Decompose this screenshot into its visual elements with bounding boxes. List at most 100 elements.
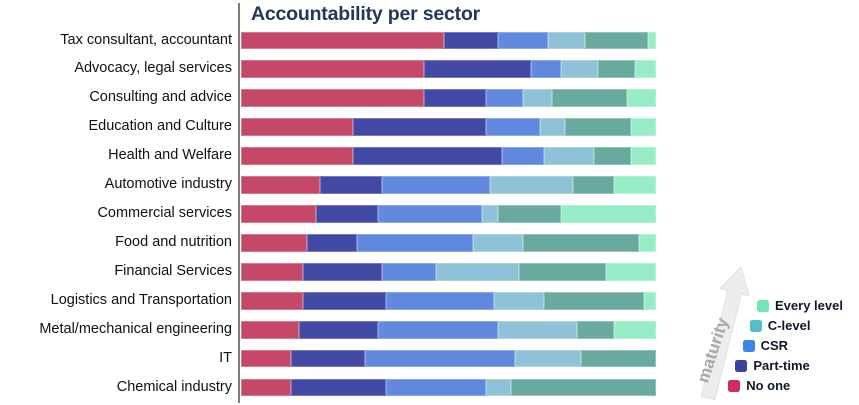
bar-segment-no-one (241, 263, 304, 281)
bar-segment-every-level-dark (593, 147, 632, 165)
bar-segments (241, 118, 656, 136)
y-axis-line (238, 3, 240, 403)
bar-segment-every-level-light (631, 147, 656, 165)
bar-segment-every-level-light (643, 292, 656, 310)
sector-label: Metal/mechanical engineering (39, 321, 232, 337)
sector-label: Food and nutrition (115, 234, 232, 251)
bar-segment-every-level-light (639, 234, 656, 252)
sector-label: Automotive industry (104, 176, 232, 193)
bar-segments (241, 205, 656, 223)
bar-row: Advocacy, legal services (0, 60, 859, 78)
bar-segments (241, 60, 656, 78)
bar-segments (241, 147, 656, 165)
bar-segment-c-level (523, 89, 553, 107)
bar-segment-every-level-dark (597, 60, 636, 78)
bar-segment-csr (365, 349, 515, 368)
bar-segment-c-level (498, 321, 578, 339)
bar-segment-no-one (241, 31, 445, 49)
sector-label: Chemical industry (116, 378, 232, 395)
bar-segment-c-level (514, 349, 582, 368)
bar-segment-every-level-light (606, 263, 656, 281)
bar-row: Commercial services (0, 205, 859, 223)
bar-segment-every-level-dark (564, 118, 632, 136)
bar-segment-every-level-light (647, 31, 656, 49)
bar-segment-csr (386, 378, 486, 397)
bar-segment-part-time (290, 378, 387, 397)
bar-segment-no-one (241, 292, 304, 310)
sector-label: Consulting and advice (89, 89, 232, 106)
bar-segment-no-one (241, 60, 424, 78)
bar-segment-csr (498, 31, 549, 49)
sector-label: Logistics and Transportation (50, 292, 232, 309)
bar-segment-part-time (319, 176, 383, 194)
bar-segment-csr (377, 205, 482, 223)
sector-label: Commercial services (97, 205, 232, 222)
bar-row: Food and nutrition (0, 234, 859, 252)
bar-segment-no-one (241, 205, 316, 223)
bar-row: Consulting and advice (0, 89, 859, 107)
bar-segment-every-level-dark (585, 31, 648, 49)
bar-segment-every-level-dark (510, 378, 656, 397)
bar-row: Automotive industry (0, 176, 859, 194)
bar-segment-part-time (353, 147, 503, 165)
bar-segment-every-level-dark (523, 234, 640, 252)
bar-row: IT (0, 349, 859, 368)
bar-segment-c-level (473, 234, 524, 252)
bar-segment-c-level (548, 31, 586, 49)
bar-segment-every-level-light (631, 118, 656, 136)
bar-segment-part-time (290, 349, 366, 368)
bar-segment-no-one (241, 118, 354, 136)
bar-segment-c-level (494, 292, 544, 310)
bar-segment-c-level (489, 176, 573, 194)
bar-segments (241, 89, 656, 107)
bar-segment-every-level-light (560, 205, 656, 223)
bar-segments (241, 349, 656, 368)
bar-segments (241, 292, 656, 310)
bar-segment-csr (502, 147, 544, 165)
bar-row: Logistics and Transportation (0, 292, 859, 310)
bar-segment-csr (386, 292, 495, 310)
chart-title: Accountability per sector (251, 3, 481, 25)
bar-segment-no-one (241, 89, 424, 107)
bar-segment-c-level (485, 378, 511, 397)
bar-segment-csr (382, 176, 490, 194)
bar-segment-part-time (303, 263, 383, 281)
bar-segments (241, 31, 656, 49)
bar-row: Chemical industry (0, 378, 859, 397)
bar-segment-every-level-light (626, 89, 656, 107)
sector-label: Health and Welfare (108, 147, 232, 164)
bar-segment-every-level-dark (577, 321, 615, 339)
maturity-arrow: maturity (693, 266, 750, 401)
bar-segments (241, 321, 656, 339)
bar-segment-every-level-dark (498, 205, 561, 223)
bar-segment-csr (531, 60, 561, 78)
bar-segment-csr (485, 118, 540, 136)
bar-segment-part-time (315, 205, 378, 223)
bar-row: Health and Welfare (0, 147, 859, 165)
bar-segment-part-time (353, 118, 486, 136)
bar-segment-every-level-dark (519, 263, 607, 281)
bar-segment-no-one (241, 234, 308, 252)
bar-segments (241, 176, 656, 194)
bar-row: Education and Culture (0, 118, 859, 136)
bar-segment-no-one (241, 147, 354, 165)
bar-segment-every-level-dark (581, 349, 656, 368)
bar-segment-every-level-light (635, 60, 656, 78)
bar-segment-c-level (436, 263, 520, 281)
bar-segment-csr (382, 263, 437, 281)
bar-segment-no-one (241, 378, 291, 397)
bar-segment-c-level (539, 118, 565, 136)
bar-segment-part-time (444, 31, 499, 49)
bar-segment-part-time (299, 321, 378, 339)
bar-segment-every-level-light (614, 321, 656, 339)
bar-segment-part-time (303, 292, 387, 310)
bar-row: Metal/mechanical engineering (0, 321, 859, 339)
bar-segment-csr (357, 234, 474, 252)
sector-label: Financial Services (114, 263, 232, 280)
sector-label: Tax consultant, accountant (60, 31, 232, 48)
sector-label: Advocacy, legal services (74, 60, 232, 77)
bar-segment-no-one (241, 349, 291, 368)
bar-segment-c-level (560, 60, 598, 78)
